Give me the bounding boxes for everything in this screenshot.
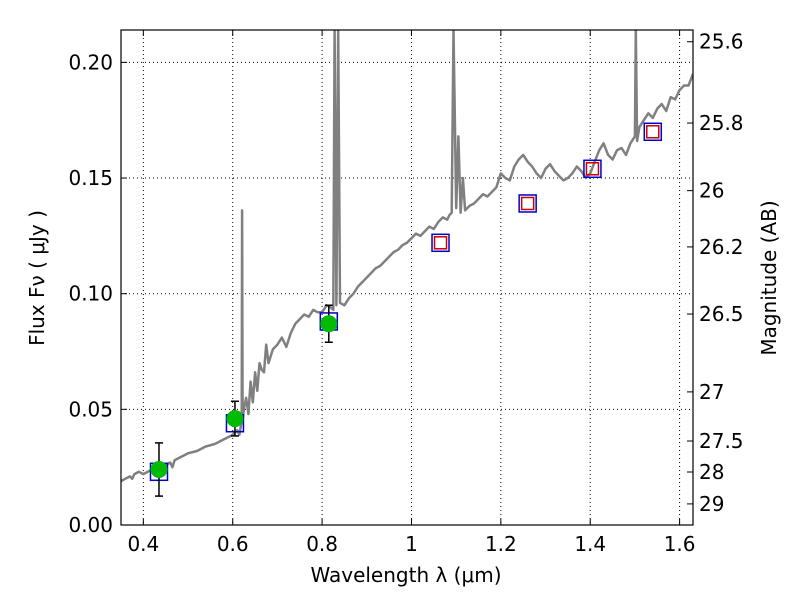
upper-limit-square (433, 236, 448, 250)
y-tick-label: 0.10 (68, 282, 113, 306)
mag-tick-label: 26.2 (699, 235, 744, 259)
plot-frame (120, 29, 694, 526)
model-photometry-square (583, 159, 602, 179)
x-tick-label: 0.4 (127, 532, 159, 556)
mag-tick-label: 25.8 (699, 111, 744, 135)
upper-limit-square (585, 162, 600, 176)
x-tick-label: 1.4 (574, 532, 606, 556)
y-tick-label: 0.05 (68, 397, 113, 421)
observed-point (320, 315, 338, 333)
x-tick-label: 1 (405, 532, 418, 556)
axis-ticks: 0.4 0.6 0.8 1 1.2 1.4 1.6 0.00 0.05 0.10 0.15 0.20 2… (68, 30, 743, 556)
observed-point (150, 460, 168, 478)
plot-area (121, 30, 693, 497)
x-tick-label: 1.6 (664, 532, 696, 556)
y-tick-label: 0.00 (68, 513, 113, 537)
x-axis-label: Wavelength λ (μm) (310, 563, 501, 587)
mag-tick-label: 26 (699, 179, 724, 203)
data-series (121, 30, 693, 497)
mag-tick-label: 27 (699, 380, 724, 404)
mag-tick-label: 25.6 (699, 30, 744, 54)
observed-point (226, 410, 244, 428)
y-tick-label: 0.20 (68, 50, 113, 74)
x-tick-label: 0.6 (217, 532, 249, 556)
mag-tick-label: 29 (699, 492, 724, 516)
x-tick-label: 0.8 (306, 532, 338, 556)
y-axis-label: Flux Fν ( μJy ) (25, 210, 49, 346)
x-tick-label: 1.2 (485, 532, 517, 556)
mag-tick-label: 27.5 (699, 429, 744, 453)
upper-limit-square (520, 196, 535, 211)
y-tick-label: 0.15 (68, 166, 113, 190)
model-spectrum-line (121, 30, 693, 483)
mag-tick-label: 26.5 (699, 302, 744, 326)
model-photometry-square (518, 194, 537, 213)
magnitude-axis-label: Magnitude (AB) (757, 200, 781, 355)
mag-tick-label: 28 (699, 460, 724, 484)
grid-lines (121, 30, 693, 526)
model-photometry-square (431, 233, 450, 253)
model-photometry-square (643, 122, 663, 142)
upper-limit-square (646, 125, 660, 139)
